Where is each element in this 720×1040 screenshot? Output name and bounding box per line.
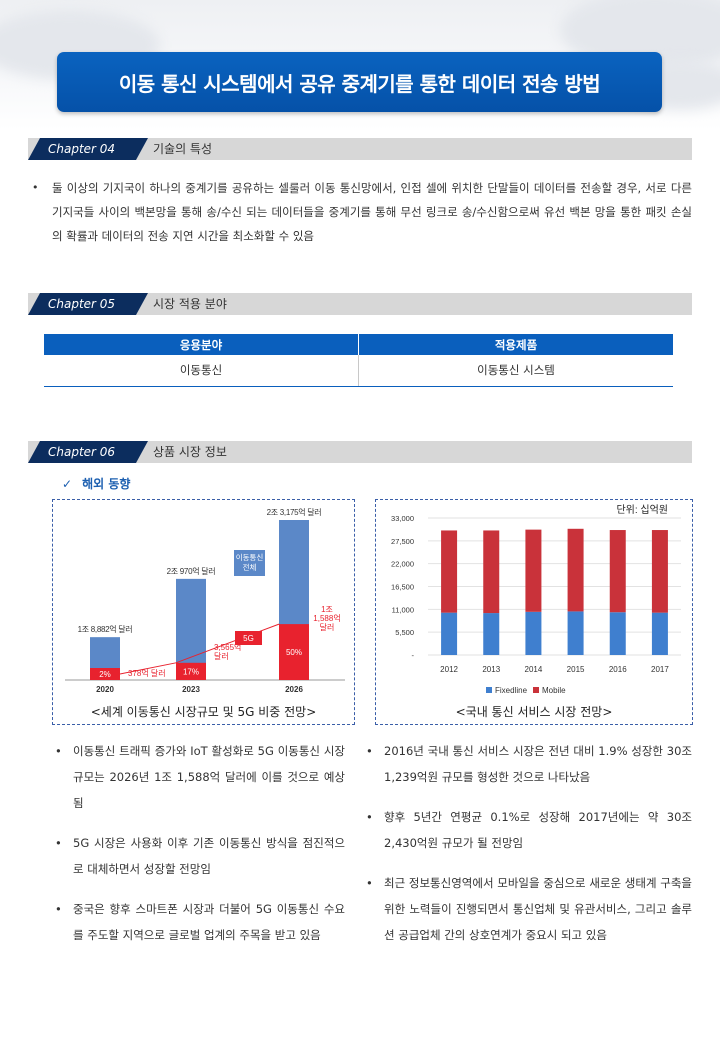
chapter-bar-06: Chapter 06 상품 시장 정보	[28, 441, 692, 463]
share-label: 17%	[183, 667, 199, 676]
x-tick-label: 2012	[440, 665, 458, 674]
list-item: • 중국은 향후 스마트폰 시장과 더불어 5G 이동통신 수요를 주도할 지역으…	[55, 896, 345, 948]
mobile-bar	[441, 530, 458, 613]
right-bullet-list: • 2016년 국내 통신 서비스 시장은 전년 대비 1.9% 성장한 30조 …	[366, 738, 692, 962]
x-tick-label: 2013	[482, 665, 500, 674]
application-table: 응용분야 적용제품 이동통신 이동통신 시스템	[44, 334, 673, 387]
list-item-text: 최근 정보통신영역에서 모바일을 중심으로 새로운 생태계 구축을 위한 노력들…	[384, 876, 692, 942]
chapter-title: 상품 시장 정보	[153, 445, 227, 459]
domestic-market-figure: 단위: 십억원 33,000 27,500 22,000 16,500 11,000 5,5…	[375, 499, 693, 725]
fiveg-value-label: 3,565억 달러	[214, 642, 241, 661]
chapter-title: 기술의 특성	[153, 142, 213, 156]
fiveg-bar	[279, 624, 309, 680]
x-tick-label: 2015	[567, 665, 585, 674]
total-value-label: 2조 970억 달러	[167, 566, 216, 576]
mobile-bar	[609, 530, 626, 613]
mobile-bar	[567, 528, 584, 612]
world-market-chart: 2% 1조 8,882억 달러 2020 17% 2조 970억 달러 2023 50% 2조…	[65, 507, 345, 694]
y-tick-label: 5,500	[395, 628, 414, 637]
fixedline-bar	[525, 611, 542, 655]
x-tick-label: 2014	[525, 665, 543, 674]
y-tick-label: 33,000	[391, 514, 414, 523]
fiveg-bar	[176, 662, 206, 680]
x-tick-label: 2023	[182, 685, 200, 694]
legend-mobile-label: Mobile	[542, 686, 566, 695]
figure-caption: <국내 통신 서비스 시장 전망>	[455, 705, 613, 719]
bullet-dot: •	[55, 744, 62, 758]
total-value-label: 2조 3,175억 달러	[267, 507, 322, 517]
fixedline-bar	[483, 613, 500, 655]
table-header-cell: 응용분야	[44, 334, 359, 355]
bullet-dot: •	[55, 836, 62, 850]
x-tick-label: 2026	[285, 685, 303, 694]
y-tick-label: 11,000	[392, 605, 414, 614]
y-tick-label: 27,500	[391, 537, 414, 546]
list-item-text: 2016년 국내 통신 서비스 시장은 전년 대비 1.9% 성장한 30조 1…	[384, 744, 692, 784]
chapter-tag: Chapter 06	[28, 441, 148, 463]
x-tick-label: 2016	[609, 665, 627, 674]
world-market-figure: 2% 1조 8,882억 달러 2020 17% 2조 970억 달러 2023 50% 2조…	[52, 499, 355, 725]
subhead-label: 해외 동향	[82, 477, 131, 491]
fixedline-bar	[609, 612, 626, 655]
legend-total-label: 이동통신 전체	[236, 552, 264, 572]
mobile-bar	[483, 530, 500, 614]
list-item: • 2016년 국내 통신 서비스 시장은 전년 대비 1.9% 성장한 30조 …	[366, 738, 692, 790]
mobile-bar	[525, 529, 542, 612]
page-title: 이동 통신 시스템에서 공유 중계기를 통한 데이터 전송 방법	[57, 52, 662, 112]
list-item-text: 향후 5년간 연평균 0.1%로 성장해 2017년에는 약 30조 2,430…	[384, 810, 692, 850]
total-value-label: 1조 8,882억 달러	[78, 624, 133, 634]
fiveg-value-label: 378억 달러	[128, 668, 166, 678]
list-item: • 향후 5년간 연평균 0.1%로 성장해 2017년에는 약 30조 2,43…	[366, 804, 692, 856]
x-tick-label: 2020	[96, 685, 114, 694]
fixedline-bar	[567, 611, 584, 655]
legend-5g-swatch	[235, 631, 262, 645]
fixedline-bar	[441, 612, 458, 655]
table-header-cell: 적용제품	[358, 334, 673, 355]
bullet-dot: •	[366, 810, 373, 824]
fixedline-bar	[651, 612, 668, 655]
bullet-dot: •	[366, 744, 373, 758]
chapter-tag: Chapter 04	[28, 138, 148, 160]
mobile-bar	[651, 530, 668, 613]
list-item: • 5G 시장은 사용화 이후 기존 이동통신 방식을 점진적으로 대체하면서 성…	[55, 830, 345, 882]
y-tick-label: -	[412, 651, 415, 660]
x-tick-label: 2017	[651, 665, 669, 674]
legend-fixedline-swatch	[486, 687, 492, 693]
market-subhead: ✓ 해외 동향	[62, 475, 130, 492]
tech-feature-text: 둘 이상의 기지국이 하나의 중계기를 공유하는 셀룰러 이동 통신망에서, 인…	[52, 181, 692, 243]
legend-mobile-swatch	[533, 687, 539, 693]
left-bullet-list: • 이동통신 트래픽 증가와 IoT 활성화로 5G 이동통신 시장규모는 202…	[55, 738, 345, 962]
chapter-bar-04: Chapter 04 기술의 특성	[28, 138, 692, 160]
table-row: 이동통신 이동통신 시스템	[44, 355, 673, 387]
y-tick-label: 16,500	[391, 583, 414, 592]
figure-caption: <세계 이동통신 시장규모 및 5G 비중 전망>	[90, 705, 317, 719]
chapter-tag: Chapter 05	[28, 293, 148, 315]
legend-fixedline-label: Fixedline	[495, 686, 528, 695]
share-label: 50%	[286, 648, 302, 657]
fiveg-bar	[90, 668, 120, 680]
bullet-dot: •	[366, 876, 373, 890]
list-item-text: 5G 시장은 사용화 이후 기존 이동통신 방식을 점진적으로 대체하면서 성장…	[73, 836, 345, 876]
legend-total-swatch	[234, 550, 265, 576]
table-header-row: 응용분야 적용제품	[44, 334, 673, 355]
domestic-market-chart: 단위: 십억원 33,000 27,500 22,000 16,500 11,000 5,5…	[391, 503, 681, 695]
table-cell: 이동통신 시스템	[358, 355, 673, 387]
check-icon: ✓	[62, 477, 73, 491]
unit-label: 단위: 십억원	[616, 503, 668, 516]
legend-5g-label: 5G	[243, 634, 254, 643]
chapter-title: 시장 적용 분야	[153, 297, 227, 311]
table-cell: 이동통신	[44, 355, 359, 387]
share-label: 2%	[99, 670, 111, 679]
bullet-dot: •	[55, 902, 62, 916]
list-item: • 이동통신 트래픽 증가와 IoT 활성화로 5G 이동통신 시장규모는 202…	[55, 738, 345, 816]
bullet-dot: •	[32, 181, 39, 194]
chapter-bar-05: Chapter 05 시장 적용 분야	[28, 293, 692, 315]
list-item-text: 중국은 향후 스마트폰 시장과 더불어 5G 이동통신 수요를 주도할 지역으로…	[73, 902, 345, 942]
fiveg-value-label: 1조 1,588억 달러	[313, 605, 340, 632]
y-tick-label: 22,000	[391, 560, 414, 569]
list-item: • 최근 정보통신영역에서 모바일을 중심으로 새로운 생태계 구축을 위한 노력…	[366, 870, 692, 948]
list-item-text: 이동통신 트래픽 증가와 IoT 활성화로 5G 이동통신 시장규모는 2026…	[73, 744, 345, 810]
